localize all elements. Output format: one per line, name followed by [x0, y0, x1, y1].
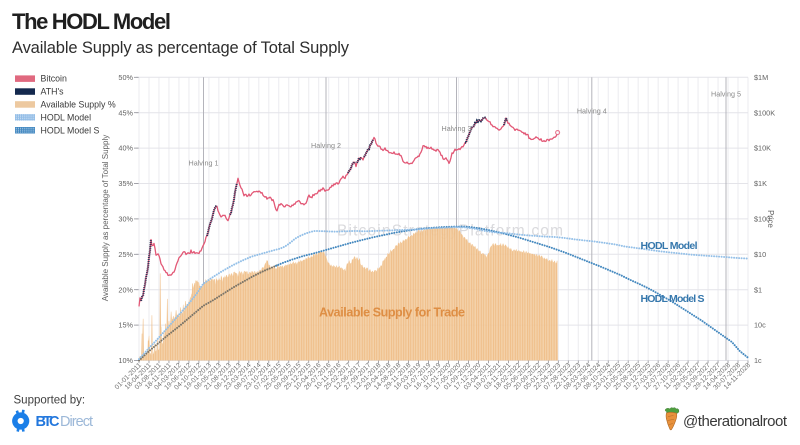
svg-text:Available Supply %: Available Supply % — [41, 100, 116, 110]
svg-text:Supported by:: Supported by: — [14, 395, 86, 407]
svg-text:Halving 2: Halving 2 — [311, 141, 341, 150]
svg-text:Halving 1: Halving 1 — [189, 159, 219, 168]
svg-text:10c: 10c — [754, 321, 766, 330]
svg-text:The HODL Model: The HODL Model — [12, 9, 171, 34]
svg-text:ATH's: ATH's — [41, 87, 65, 97]
svg-text:15%: 15% — [118, 321, 133, 330]
svg-text:Direct: Direct — [60, 414, 93, 430]
svg-text:20%: 20% — [118, 285, 133, 294]
svg-text:35%: 35% — [118, 179, 133, 188]
svg-text:@therationalroot: @therationalroot — [683, 413, 788, 430]
svg-text:1c: 1c — [754, 356, 762, 365]
svg-text:$100K: $100K — [754, 108, 775, 117]
svg-text:Halving 4: Halving 4 — [577, 107, 607, 116]
svg-text:Halving 3: Halving 3 — [442, 124, 472, 133]
svg-text:HODL Model S: HODL Model S — [41, 125, 100, 135]
svg-text:25%: 25% — [118, 250, 133, 259]
svg-text:30%: 30% — [118, 215, 133, 224]
svg-text:10%: 10% — [118, 356, 133, 365]
svg-text:BTC: BTC — [36, 414, 61, 430]
svg-text:$10K: $10K — [754, 144, 771, 153]
svg-text:40%: 40% — [118, 144, 133, 153]
svg-text:Available Supply as percentage: Available Supply as percentage of Total … — [12, 39, 350, 57]
svg-text:HODL Model S: HODL Model S — [641, 293, 705, 305]
svg-text:Bitcoin: Bitcoin — [41, 74, 68, 84]
svg-text:Halving 5: Halving 5 — [711, 89, 741, 98]
svg-text:$1K: $1K — [754, 179, 767, 188]
svg-text:50%: 50% — [118, 73, 133, 82]
svg-text:$1: $1 — [754, 285, 762, 294]
svg-text:45%: 45% — [118, 108, 133, 117]
svg-text:$10: $10 — [754, 250, 766, 259]
svg-text:HODL Model: HODL Model — [41, 112, 92, 122]
svg-text:$1M: $1M — [754, 73, 768, 82]
svg-text:Available Supply as percentage: Available Supply as percentage of Total … — [101, 135, 110, 301]
svg-text:$100: $100 — [754, 215, 770, 224]
svg-text:Price: Price — [766, 210, 775, 228]
svg-text:HODL Model: HODL Model — [641, 240, 698, 252]
svg-text:Available Supply for Trade: Available Supply for Trade — [319, 306, 465, 320]
